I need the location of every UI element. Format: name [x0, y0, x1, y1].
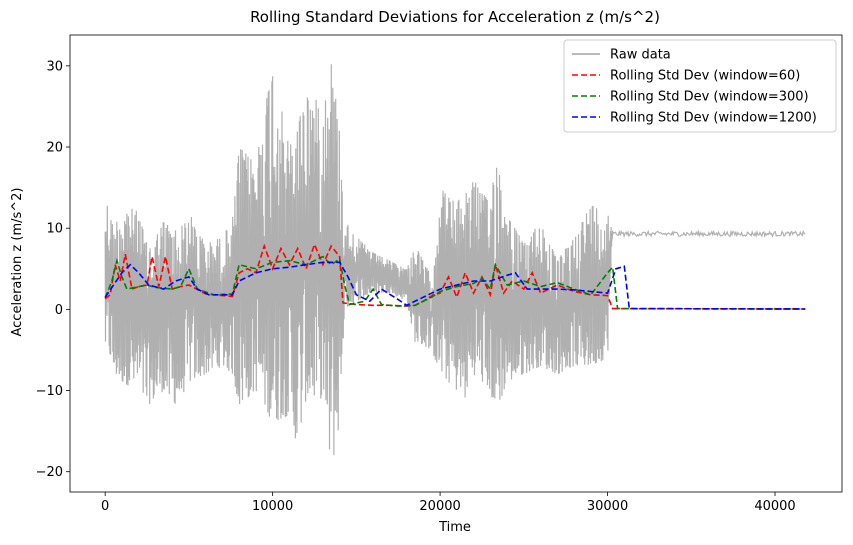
legend: Raw data Rolling Std Dev (window=60) Rolli…	[563, 39, 837, 133]
legend-label: Rolling Std Dev (window=300)	[610, 90, 809, 105]
legend-box	[563, 39, 837, 133]
chart-title: Rolling Standard Deviations for Accelera…	[250, 8, 660, 26]
series-raw-data-line	[104, 64, 806, 456]
x-tick-label: 30000	[587, 499, 628, 514]
y-axis-title: Acceleration z (m/s^2)	[10, 188, 25, 337]
y-tick-label: 10	[46, 222, 63, 237]
x-tick-label: 20000	[419, 499, 460, 514]
legend-label: Rolling Std Dev (window=60)	[610, 69, 800, 84]
series-line-2	[104, 255, 806, 310]
y-tick-label: 30	[46, 59, 63, 74]
y-tick-label: 20	[46, 141, 63, 156]
legend-label: Rolling Std Dev (window=1200)	[610, 111, 817, 126]
y-tick-label: −10	[36, 384, 63, 399]
series-line-3	[104, 261, 806, 310]
x-tick-label: 40000	[754, 499, 795, 514]
y-tick-label: 0	[55, 303, 63, 318]
legend-label: Raw data	[610, 48, 671, 63]
plot-area	[104, 64, 806, 456]
x-axis-title: Time	[438, 520, 471, 535]
x-tick-label: 10000	[252, 499, 293, 514]
x-tick-label: 0	[101, 499, 109, 514]
y-tick-label: −20	[36, 465, 63, 480]
plot-frame	[69, 34, 843, 493]
axes: 0 10000 20000 30000 40000 −20 −10 0 10 20 30	[36, 59, 796, 514]
